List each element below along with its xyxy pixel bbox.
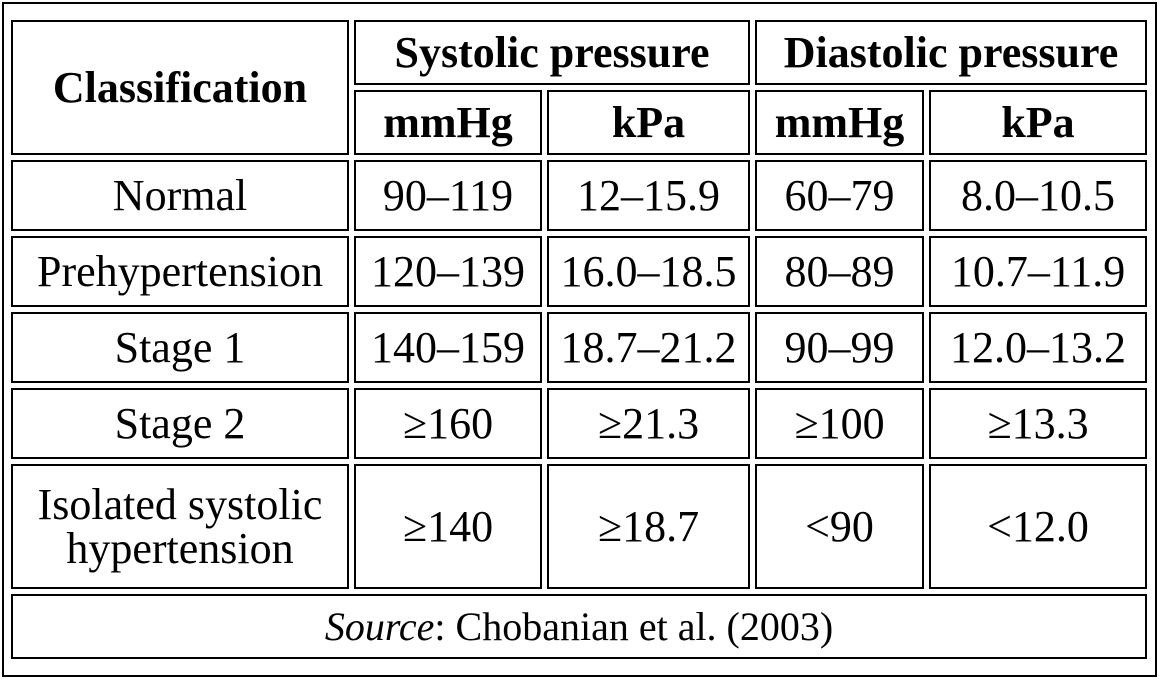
table-row: Prehypertension 120–139 16.0–18.5 80–89 … [11,236,1147,307]
value-cell: ≥13.3 [929,388,1147,459]
table-row: Normal 90–119 12–15.9 60–79 8.0–10.5 [11,160,1147,231]
unit-header-diastolic-mmhg: mmHg [755,90,924,155]
value-cell: ≥100 [755,388,924,459]
classification-cell: Normal [11,160,349,231]
value-cell: ≥21.3 [547,388,750,459]
header-row-top: Classification Systolic pressure Diastol… [11,20,1147,85]
source-row: Source: Chobanian et al. (2003) [11,594,1147,659]
table-row: Isolated systolichypertension ≥140 ≥18.7… [11,464,1147,589]
value-cell: 10.7–11.9 [929,236,1147,307]
value-cell: ≥160 [354,388,542,459]
value-cell: 140–159 [354,312,542,383]
blood-pressure-table: Classification Systolic pressure Diastol… [6,15,1152,664]
value-cell: 80–89 [755,236,924,307]
value-cell: 18.7–21.2 [547,312,750,383]
unit-header-systolic-kpa: kPa [547,90,750,155]
value-cell: 8.0–10.5 [929,160,1147,231]
source-cell: Source: Chobanian et al. (2003) [11,594,1147,659]
value-cell: 120–139 [354,236,542,307]
table-row: Stage 2 ≥160 ≥21.3 ≥100 ≥13.3 [11,388,1147,459]
value-cell: 60–79 [755,160,924,231]
value-cell: 16.0–18.5 [547,236,750,307]
classification-cell: Prehypertension [11,236,349,307]
value-cell: ≥18.7 [547,464,750,589]
value-cell: 12.0–13.2 [929,312,1147,383]
systolic-header: Systolic pressure [354,20,750,85]
table-row: Stage 1 140–159 18.7–21.2 90–99 12.0–13.… [11,312,1147,383]
classification-cell: Isolated systolichypertension [11,464,349,589]
source-label: Source [325,604,435,649]
unit-header-systolic-mmhg: mmHg [354,90,542,155]
value-cell: 12–15.9 [547,160,750,231]
classification-header: Classification [11,20,349,155]
classification-line-2: hypertension [66,524,293,573]
value-cell: 90–99 [755,312,924,383]
value-cell: <90 [755,464,924,589]
unit-header-diastolic-kpa: kPa [929,90,1147,155]
diastolic-header: Diastolic pressure [755,20,1147,85]
source-citation: : Chobanian et al. (2003) [434,604,833,649]
value-cell: <12.0 [929,464,1147,589]
value-cell: ≥140 [354,464,542,589]
classification-cell: Stage 2 [11,388,349,459]
value-cell: 90–119 [354,160,542,231]
classification-cell: Stage 1 [11,312,349,383]
classification-line-1: Isolated systolic [38,480,323,529]
